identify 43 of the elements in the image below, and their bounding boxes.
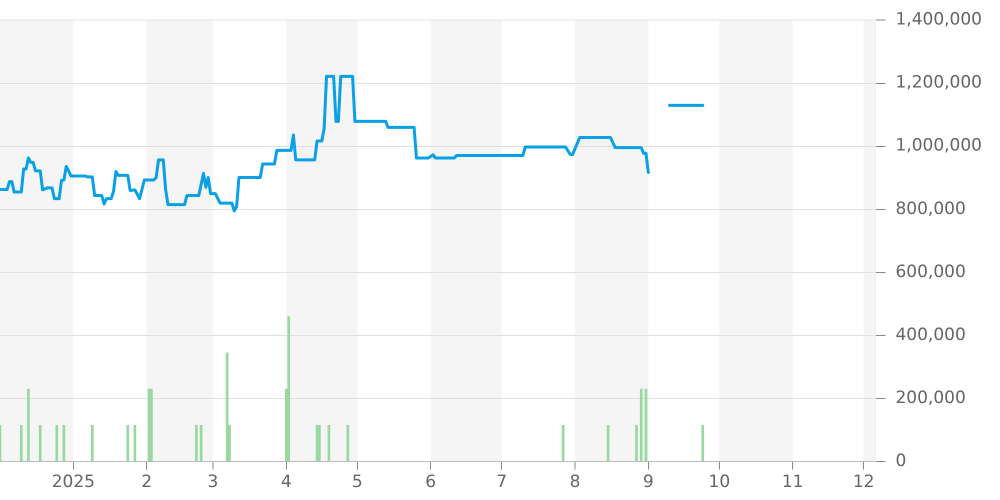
y-tick-label: 400,000 (895, 324, 966, 345)
y-tick-label: 0 (895, 451, 906, 472)
y-tick-label: 1,400,000 (895, 10, 982, 30)
y-tick-label: 600,000 (895, 262, 966, 282)
bar (126, 425, 130, 462)
x-tick-label: 3 (208, 472, 218, 492)
bar (316, 425, 318, 462)
bar (150, 388, 153, 462)
x-tick-label: 11 (782, 472, 804, 492)
bar (640, 388, 643, 462)
x-tick-label: 8 (570, 472, 580, 492)
x-tick-label: 7 (496, 472, 508, 492)
bar (318, 425, 321, 462)
bar (20, 425, 23, 462)
bar (346, 425, 350, 462)
bar (562, 425, 564, 462)
x-tick-label: 6 (425, 472, 436, 492)
bar (200, 425, 202, 462)
bar (62, 425, 66, 462)
y-tick-label: 1,000,000 (895, 136, 982, 156)
x-tick-label: 9 (642, 472, 654, 492)
x-tick-label: 2025 (52, 472, 95, 492)
bar (90, 425, 94, 462)
y-tick-label: 800,000 (895, 198, 966, 219)
y-tick-label: 1,200,000 (895, 72, 982, 93)
bar (27, 388, 30, 462)
bar (644, 388, 648, 462)
bar (287, 316, 290, 462)
bar (134, 425, 136, 462)
bar (635, 425, 638, 462)
bar (701, 425, 704, 462)
x-tick-label: 4 (280, 472, 292, 492)
bar (55, 425, 58, 462)
bar (148, 388, 150, 462)
bar (606, 425, 610, 462)
bar (195, 425, 198, 462)
x-tick-label: 10 (708, 472, 730, 492)
x-tick-label: 12 (852, 472, 874, 492)
y-tick-label: 200,000 (895, 388, 966, 408)
bar (38, 425, 42, 462)
x-tick-label: 2 (141, 472, 152, 492)
x-tick-label: 5 (352, 472, 363, 492)
bar (328, 425, 330, 462)
